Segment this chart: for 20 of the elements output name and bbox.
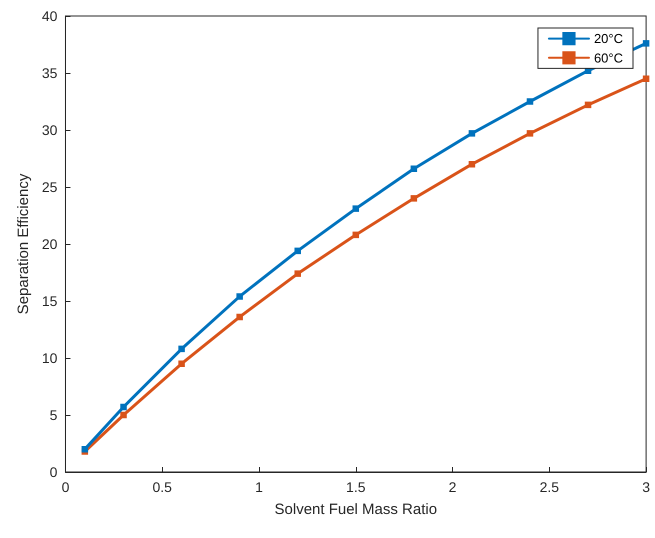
y-tick-label: 15 — [42, 293, 58, 309]
y-tick-label: 20 — [42, 236, 58, 252]
x-tick-label: 0.5 — [152, 479, 172, 495]
x-tick-label: 3 — [642, 479, 650, 495]
x-tick-label: 2.5 — [540, 479, 560, 495]
x-tick-label: 1 — [255, 479, 264, 495]
legend-label: 20°C — [594, 31, 623, 46]
y-tick-label: 25 — [42, 179, 58, 195]
y-tick-label: 30 — [42, 122, 58, 138]
x-tick-label: 2 — [448, 479, 457, 495]
y-tick-label: 35 — [42, 65, 58, 81]
y-axis-title: Separation Efficiency — [15, 173, 32, 314]
x-tick-label: 0 — [62, 479, 70, 495]
x-tick-label: 1.5 — [346, 479, 366, 495]
y-tick-label: 40 — [42, 8, 58, 24]
legend-label: 60°C — [594, 50, 623, 66]
y-tick-label: 5 — [50, 407, 58, 423]
x-axis-title: Solvent Fuel Mass Ratio — [274, 501, 438, 518]
y-tick-label: 0 — [50, 464, 58, 480]
y-tick-label: 10 — [42, 350, 58, 366]
